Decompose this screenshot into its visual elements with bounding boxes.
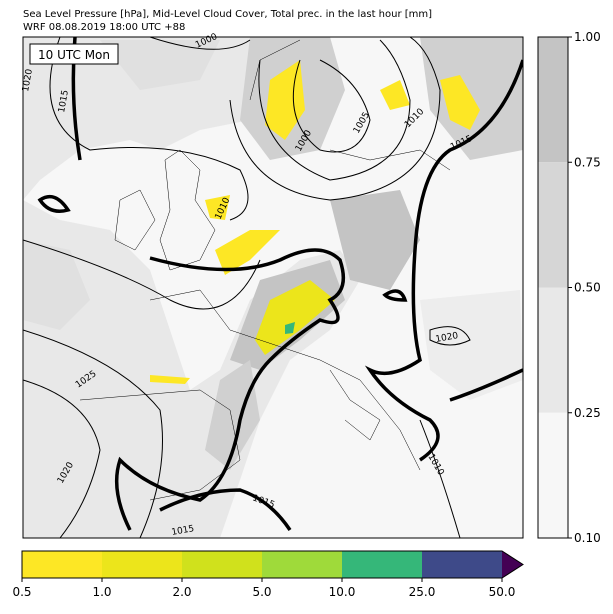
colorbar-tick-label: 2.0 — [172, 585, 191, 599]
colorbar-tick-label: 1.00 — [574, 30, 601, 44]
colorbar-segment — [422, 551, 502, 578]
colorbar-tick-label: 5.0 — [252, 585, 271, 599]
colorbar-tick-label: 10.0 — [329, 585, 356, 599]
colorbar-tick-label: 25.0 — [409, 585, 436, 599]
colorbar-tick-label: 0.75 — [574, 155, 601, 169]
header-line: WRF 08.08.2019 18:00 UTC +88 — [23, 22, 185, 33]
isobars — [23, 37, 471, 538]
colorbar-segment — [538, 412, 568, 538]
colorbar-tick-label: 0.25 — [574, 406, 601, 420]
header-line: Sea Level Pressure [hPa], Mid-Level Clou… — [23, 9, 432, 20]
isobar-label: 1020 — [21, 68, 35, 93]
precip-colorbar: 0.5 1.0 2.0 5.0 10.0 25.0 50.0 — [12, 550, 524, 599]
colorbar-segment — [262, 551, 342, 578]
cloud-colorbar: 1.00 0.75 0.50 0.25 0.10 — [537, 30, 601, 545]
colorbar-tick-label: 0.10 — [574, 531, 601, 545]
map-panel: 10 UTC Mon 1000 1015 1020 1000 1005 1010… — [21, 32, 524, 539]
colorbar-segment — [102, 551, 182, 578]
colorbar-segment — [182, 551, 262, 578]
colorbar-extend — [502, 551, 523, 578]
colorbar-tick-label: 0.50 — [574, 281, 601, 295]
colorbar-segment — [538, 287, 568, 413]
colorbar-segment — [22, 551, 102, 578]
isobar-label: 1015 — [57, 89, 71, 113]
isobar-label: 1015 — [171, 524, 195, 538]
time-label: 10 UTC Mon — [38, 48, 110, 62]
isobar-label: 1020 — [435, 331, 460, 345]
coastlines — [79, 39, 451, 501]
colorbar-tick-label: 1.0 — [92, 585, 111, 599]
precipitation — [150, 60, 480, 384]
colorbar-tick-label: 50.0 — [489, 585, 516, 599]
map-frame — [22, 36, 524, 539]
colorbar-segment — [538, 162, 568, 288]
colorbar-segment — [538, 37, 568, 163]
colorbar-tick-label: 0.5 — [12, 585, 31, 599]
colorbar-segment — [342, 551, 422, 578]
time-label-box — [29, 43, 119, 65]
